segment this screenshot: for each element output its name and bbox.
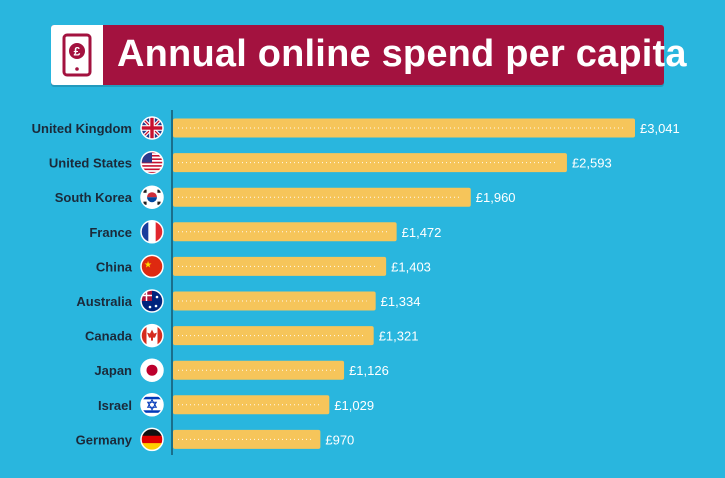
svg-text:★: ★: [144, 260, 152, 270]
category-label: Canada: [85, 329, 133, 344]
value-label: £1,472: [402, 225, 442, 240]
south-korea-flag-icon: [140, 185, 164, 209]
value-label: £1,321: [379, 329, 419, 344]
svg-text:£: £: [74, 45, 81, 59]
australia-flag-icon: [140, 289, 164, 313]
value-label: £3,041: [640, 121, 680, 136]
bar: [173, 395, 330, 415]
value-label: £970: [325, 432, 354, 447]
category-label: Japan: [94, 363, 132, 378]
us-flag-icon: [140, 150, 164, 175]
category-label: Israel: [98, 398, 132, 413]
japan-flag-icon: [140, 358, 164, 382]
israel-flag-icon: [140, 393, 164, 417]
category-label: Australia: [76, 294, 132, 309]
value-label: £1,029: [334, 398, 374, 413]
bar: [173, 118, 635, 138]
china-flag-icon: ★: [140, 254, 164, 279]
value-label: £1,334: [381, 294, 421, 309]
canada-flag-icon: [140, 323, 164, 348]
category-label: China: [96, 259, 133, 274]
category-label: France: [89, 225, 132, 240]
chart-title: Annual online spend per capita: [117, 33, 687, 75]
germany-flag-icon: [140, 427, 164, 452]
value-label: £1,403: [391, 259, 431, 274]
value-label: £2,593: [572, 156, 612, 171]
category-label: United Kingdom: [32, 121, 132, 136]
bar: [173, 153, 567, 173]
france-flag-icon: [140, 220, 164, 244]
pound-tablet-icon: £: [62, 33, 92, 77]
value-label: £1,126: [349, 363, 389, 378]
bar: [173, 326, 374, 346]
uk-flag-icon: [140, 116, 164, 140]
bar: [173, 187, 471, 207]
value-label: £1,960: [476, 190, 516, 205]
bar: [173, 256, 387, 276]
title-banner: £ Annual online spend per capita: [51, 25, 687, 85]
bar-chart: United Kingdom £3,041 United States £2,593 S…: [32, 110, 680, 455]
category-label: South Korea: [55, 190, 133, 205]
icon-box: £: [51, 25, 103, 85]
category-label: Germany: [76, 432, 133, 447]
bar: [173, 222, 397, 242]
category-label: United States: [49, 156, 132, 171]
